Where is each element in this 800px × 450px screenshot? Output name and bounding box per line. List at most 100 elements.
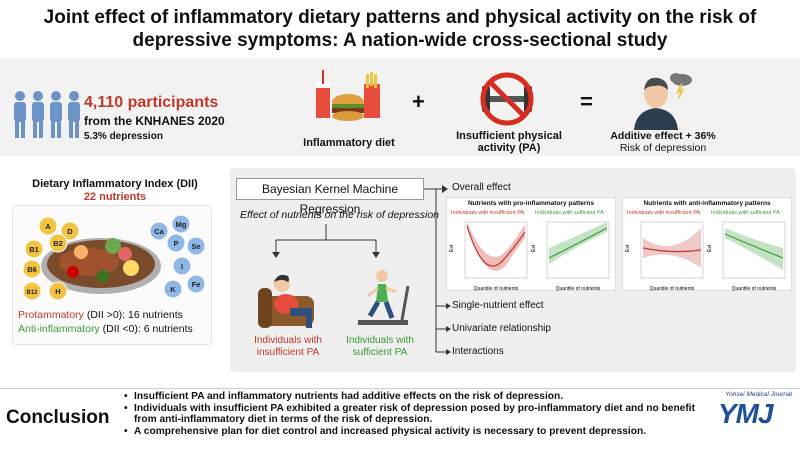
depressed-person-icon: [634, 73, 692, 130]
bullet-3-text: A comprehensive plan for diet control an…: [134, 425, 647, 437]
nutrient-label: Fe: [192, 280, 201, 289]
nutrient-label: A: [45, 222, 51, 231]
conclusion-bullets: Insufficient PA and inflammatory nutrien…: [124, 391, 714, 437]
pa-label-line-1: Insufficient physical: [456, 130, 562, 142]
single-nutrient-label: Single-nutrient effect: [452, 300, 544, 311]
exercising-person-icon: [358, 270, 410, 325]
nutrient-label: H: [55, 287, 60, 296]
univariate-label: Univariate relationship: [452, 323, 551, 334]
anti-x-label-red: Quantile of nutrients: [650, 286, 695, 292]
participant-source: from the KNHANES 2020: [84, 114, 225, 128]
anti-count: (DII <0): 6 nutrients: [99, 323, 193, 335]
conclusion-bullet-3: A comprehensive plan for diet control an…: [124, 426, 714, 438]
sedentary-person-icon: [258, 274, 314, 328]
summary-band: [0, 58, 800, 156]
nutrient-label: K: [170, 285, 176, 294]
anti-sufficient-label: Individuals with sufficient PA: [711, 210, 780, 216]
insufficient-pa-label: Individuals with insufficient PA: [246, 335, 330, 359]
no-exercise-icon: [480, 72, 534, 126]
anti-inflammatory-line: Anti-inflammatory (DII <0): 6 nutrients: [18, 323, 193, 335]
overall-effect-label: Overall effect: [452, 182, 511, 193]
nutrient-label: B2: [53, 239, 63, 248]
nutrient-bubble-layer: A D B1 B2 B6 B12 H Ca Mg P Se I K Fe: [22, 214, 206, 301]
nutrient-bubble-b1: B1: [24, 239, 44, 259]
bkmr-connector-lines: [272, 185, 451, 355]
pa-label-line-2: activity (PA): [477, 142, 541, 154]
participant-count: 4,110 participants: [84, 94, 219, 111]
risk-of-depression: Risk of depression: [619, 142, 707, 154]
nutrient-label: P: [173, 239, 178, 248]
equals-sign: =: [580, 89, 593, 114]
conclusion-bullet-2: Individuals with insufficient PA exhibit…: [124, 403, 714, 426]
fast-food-icon: [316, 70, 380, 121]
additive-effect: Additive effect + 36%: [610, 130, 716, 142]
nutrient-bubble-d: D: [60, 221, 80, 241]
pro-plot-svg: Quantile of nutrients Quantile of nutrie…: [449, 221, 610, 292]
nutrient-label: Ca: [154, 227, 164, 236]
pro-x-label-red: Quantile of nutrients: [474, 286, 519, 292]
sufficient-line-2: sufficient PA: [352, 347, 408, 358]
pro-insufficient-label: Individuals with insufficient PA: [451, 210, 525, 216]
title-line-2: depressive symptoms: A nation-wide cross…: [132, 30, 668, 51]
nutrient-label: I: [181, 262, 183, 271]
conclusion-heading: Conclusion: [6, 407, 110, 428]
pro-x-label-green: Quantile of nutrients: [556, 286, 601, 292]
anti-plot-title: Nutrients with anti-inflammatory pattern…: [643, 200, 771, 207]
anti-inflammatory-plots: Nutrients with anti-inflammatory pattern…: [622, 197, 792, 292]
dii-count: 22 nutrients: [83, 191, 147, 203]
pro-y-label-green: Est: [531, 244, 537, 252]
insufficient-line-1: Individuals with: [254, 335, 322, 346]
nutrient-bubble-p: P: [166, 233, 186, 253]
food-plate-illustration: [41, 238, 161, 294]
plus-sign: +: [412, 89, 425, 114]
nutrient-bubble-b12: B12: [22, 281, 42, 301]
nutrient-label: Se: [191, 242, 200, 251]
journal-logo: YMJ: [718, 398, 774, 429]
pro-plot-title: Nutrients with pro-inflammatory patterns: [467, 200, 595, 207]
bullet-1-text: Insufficient PA and inflammatory nutrien…: [134, 391, 564, 402]
nutrient-label: D: [67, 227, 73, 236]
nutrient-bubble-fe: Fe: [186, 274, 206, 294]
nutrient-bubble-ca: Ca: [149, 221, 169, 241]
anti-y-label-red: Est: [625, 244, 631, 252]
depression-rate: 5.3% depression: [84, 131, 163, 142]
nutrient-label: B1: [29, 245, 39, 254]
nutrient-bubble-mg: Mg: [171, 214, 191, 234]
result-text: Additive effect + 36% Risk of depression: [598, 130, 728, 154]
anti-y-label-green: Est: [707, 244, 713, 252]
bullet-2-text-a: Individuals with insufficient PA exhibit…: [134, 402, 695, 414]
pro-inflammatory-plots: Nutrients with pro-inflammatory patterns…: [446, 197, 616, 292]
nutrient-label: B12: [26, 290, 38, 296]
nutrient-bubble-h: H: [48, 281, 68, 301]
journal-name: Yonsei Medical Journal: [725, 391, 792, 398]
nutrient-bubble-k: K: [163, 279, 183, 299]
nutrient-bubble-i: I: [172, 256, 192, 276]
people-icon: [14, 91, 80, 138]
insufficient-line-2: insufficient PA: [256, 347, 320, 358]
nutrient-bubble-se: Se: [186, 236, 206, 256]
nutrient-bubble-b6: B6: [22, 259, 42, 279]
nutrient-bubble-a: A: [38, 216, 58, 236]
pro-y-label-red: Est: [449, 244, 455, 252]
page-title: Joint effect of inflammatory dietary pat…: [20, 6, 780, 52]
pa-label: Insufficient physical activity (PA): [454, 130, 564, 154]
conclusion-divider: [0, 388, 800, 389]
dii-title: Dietary Inflammatory Index (DII): [32, 178, 198, 190]
pro-label: Protammatory: [18, 309, 84, 321]
pro-sufficient-label: Individuals with sufficient PA: [535, 210, 604, 216]
nutrient-label: Mg: [176, 220, 187, 229]
pro-inflammatory-line: Protammatory (DII >0): 16 nutrients: [18, 309, 183, 321]
pro-count: (DII >0): 16 nutrients: [83, 309, 183, 321]
anti-insufficient-label: Individuals with insufficient PA: [627, 210, 701, 216]
bkmr-title-box: Bayesian Kernel Machine Regression: [236, 178, 424, 216]
sufficient-pa-label: Individuals with sufficient PA: [338, 335, 422, 359]
title-line-1: Joint effect of inflammatory dietary pat…: [43, 7, 757, 28]
sufficient-line-1: Individuals with: [346, 335, 414, 346]
anti-x-label-green: Quantile of nutrients: [732, 286, 777, 292]
anti-label: Anti-inflammatory: [18, 323, 100, 335]
conclusion-bullet-1: Insufficient PA and inflammatory nutrien…: [124, 391, 714, 403]
nutrient-label: B6: [27, 265, 37, 274]
bkmr-caption: Effect of nutrients on the risk of depre…: [240, 209, 440, 221]
inflammatory-diet-label: Inflammatory diet: [303, 137, 395, 149]
interactions-label: Interactions: [452, 346, 504, 357]
